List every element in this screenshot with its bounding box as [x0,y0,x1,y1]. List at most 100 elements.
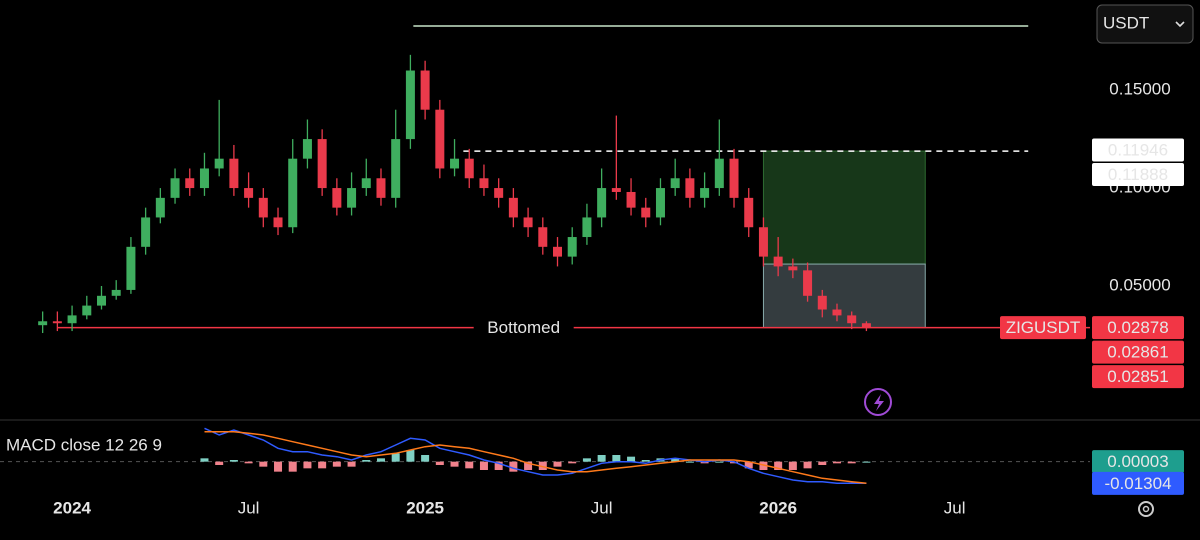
candle-body [38,321,48,326]
price-tag-label: 0.02851 [1107,367,1168,386]
macd-histogram-bar [818,461,827,465]
macd-histogram-bar [553,461,562,467]
macd-histogram-bar [259,461,268,467]
macd-histogram-bar [568,461,577,464]
candle-body [405,70,415,140]
candle-body [185,178,195,189]
macd-tag [1092,471,1184,495]
candle-body [758,227,768,257]
price-tag-label: 0.11946 [1108,140,1168,159]
price-tag [1092,365,1184,389]
macd-histogram-bar [435,461,444,465]
candle-body [258,197,268,218]
candle-body [538,227,548,247]
macd-histogram-bar [288,461,297,472]
macd-label: MACD close 12 26 9 [6,435,162,454]
macd-histogram-bar [832,461,841,464]
candle-body [420,70,430,110]
candle-body [155,197,165,218]
macd-histogram-bar [450,461,459,467]
macd-histogram-bar [597,455,606,462]
macd-histogram-bar [376,458,385,462]
candle-body [229,158,239,189]
x-tick-label: 2026 [759,498,797,517]
candle-body [273,217,283,228]
macd-tag-label: -0.01304 [1104,474,1171,493]
candle-body [700,188,710,198]
candle-body [214,158,224,169]
line-label-bg [473,316,574,339]
currency-label[interactable]: USDT [1103,13,1149,32]
macd-histogram-bar [627,456,636,462]
line-label: Bottomed [487,318,560,337]
macd-histogram-bar [744,461,753,469]
candle-body [67,315,77,324]
macd-histogram-bar [479,461,488,470]
lightning-button[interactable] [864,388,892,416]
candle-body [597,188,607,218]
macd-histogram-bar [494,461,503,470]
settings-icon[interactable] [1138,501,1154,517]
candle-body [788,266,798,271]
candle-body [52,321,62,324]
macd-histogram-bar [274,461,283,472]
macd-histogram-bar [582,458,591,462]
macd-histogram-bar [347,461,356,467]
candle-body [626,191,636,208]
candle-body [450,158,460,169]
candle-body [288,158,298,228]
macd-histogram-bar [421,455,430,462]
macd-histogram-bar [862,461,871,463]
candle-body [391,139,401,198]
candle-body [508,197,518,218]
dropdown-arrow[interactable] [1175,21,1185,28]
macd-histogram-bar [774,461,783,470]
candle-body [494,188,504,198]
macd-histogram-bar [200,458,209,462]
candle-body [244,188,254,198]
candle-body [714,158,724,189]
macd-histogram-bar [524,461,533,470]
candle-body [670,178,680,189]
candle-body [199,168,209,189]
macd-histogram-bar [788,461,797,470]
price-tag [1092,138,1184,162]
candle-body [655,188,665,218]
currency-dropdown[interactable] [1096,4,1194,44]
macd-tag-label: 0.00003 [1107,452,1168,471]
price-tag-label: 0.11888 [1108,165,1168,184]
symbol-tag [1000,316,1086,340]
macd-histogram-bar [332,461,341,467]
macd-histogram-bar [700,461,709,464]
macd-histogram-bar [215,461,224,465]
candle-body [847,315,857,324]
settings-icon-core[interactable] [1142,505,1150,513]
macd-histogram-bar [406,450,415,462]
lightning-icon[interactable] [874,394,884,411]
macd-histogram-bar [362,460,371,462]
macd-histogram-bar [303,461,312,469]
candle-body [567,237,577,257]
candle-body [611,188,621,192]
y-tick-label: 0.05000 [1109,275,1170,294]
macd-tag [1092,450,1184,474]
candle-body [744,197,754,228]
stop-zone [762,263,926,329]
candle-body [803,270,813,296]
price-tag [1092,340,1184,364]
macd-macd-line [204,427,867,485]
candle-body [376,178,386,198]
macd-histogram-bar [671,458,680,462]
price-tag-label: 0.02861 [1107,343,1168,362]
candle-body [96,295,106,306]
y-tick-label: 0.15000 [1109,80,1170,99]
candle-body [170,178,180,198]
macd-histogram-bar [803,461,812,469]
macd-histogram-bar [612,455,621,462]
macd-histogram-bar [318,461,327,469]
x-tick-label: 2025 [406,498,444,517]
candle-body [553,246,563,257]
macd-histogram-bar [759,461,768,470]
macd-histogram-bar [538,461,547,470]
candle-body [582,217,592,238]
